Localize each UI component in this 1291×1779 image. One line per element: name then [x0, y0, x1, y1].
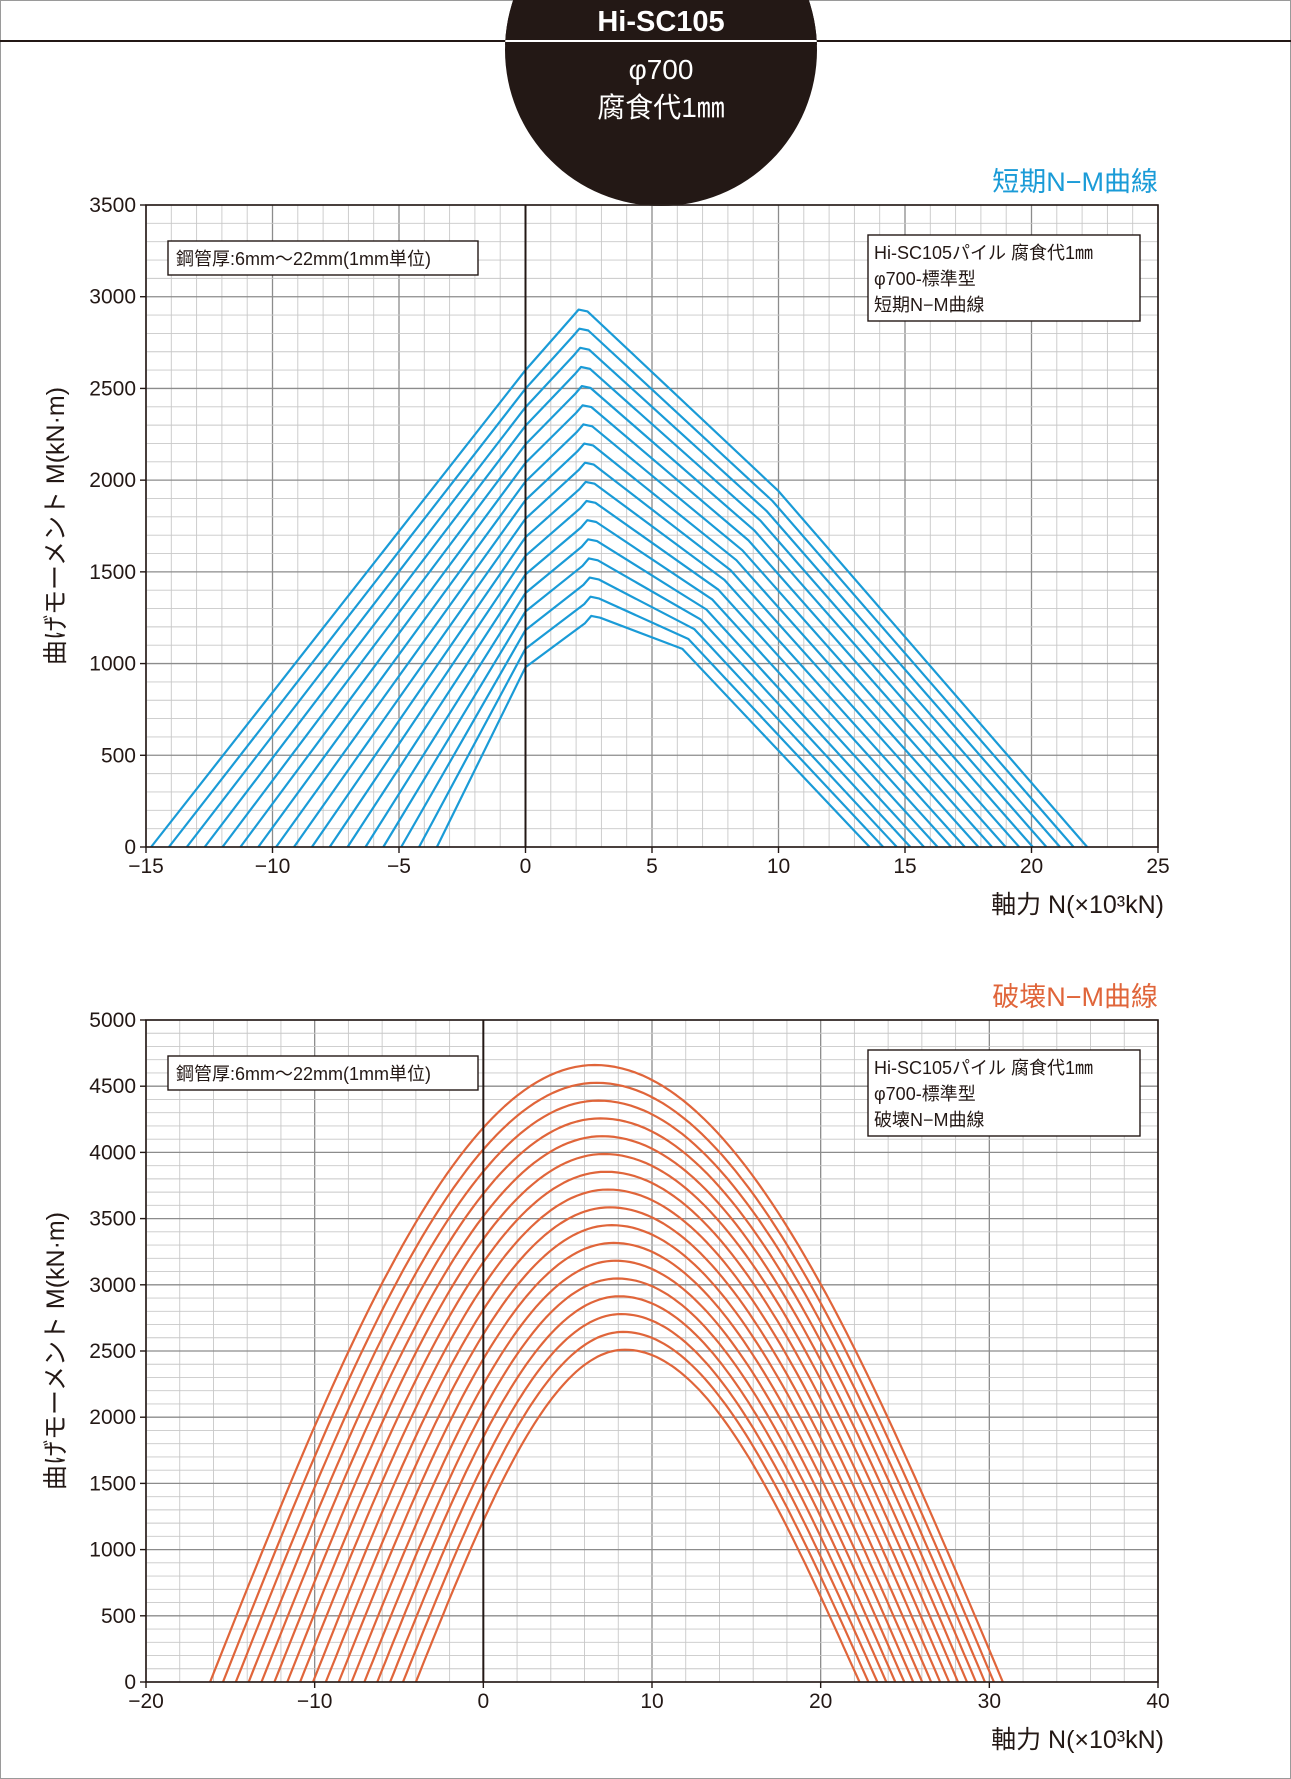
- x-tick-label: 20: [809, 1690, 832, 1713]
- nm-curve: [328, 499, 953, 848]
- x-tick-label: 15: [893, 855, 916, 878]
- thickness-note: 鋼管厚:6mm〜22mm(1mm単位): [167, 1055, 479, 1091]
- nm-curve: [337, 1241, 915, 1683]
- y-tick-label: 1000: [89, 1539, 136, 1562]
- y-tick-label: 2500: [89, 1340, 136, 1363]
- thickness-note: 鋼管厚:6mm〜22mm(1mm単位): [167, 240, 479, 276]
- legend-line: φ700-標準型: [874, 1084, 976, 1104]
- nm-curve: [203, 365, 1048, 848]
- curves: [150, 308, 1089, 848]
- nm-curve: [260, 1135, 969, 1683]
- x-tick-label: 40: [1146, 1690, 1169, 1713]
- nm-curve: [418, 595, 885, 848]
- y-tick-label: 0: [124, 1671, 136, 1694]
- legend-line: Hi-SC105パイル 腐食代1㎜: [874, 1058, 1093, 1078]
- product-name: Hi-SC105: [505, 0, 817, 45]
- y-tick-label: 4500: [89, 1075, 136, 1098]
- x-tick-label: 10: [767, 855, 790, 878]
- y-tick-label: 3500: [89, 194, 136, 217]
- chart-title: 短期N−M曲線: [992, 167, 1158, 197]
- x-tick-label: 5: [646, 855, 658, 878]
- x-tick-label: −10: [297, 1690, 333, 1713]
- x-axis-label: 軸力 N(×10³kN): [991, 1726, 1164, 1754]
- x-axis-label: 軸力 N(×10³kN): [991, 891, 1164, 919]
- y-tick-label: 1500: [89, 561, 136, 584]
- failure-nm-chart: 破壊N−M曲線 −20 −10 0 10 20 30 40 0 500 1000 1500 2000 25…: [42, 982, 1170, 1754]
- y-tick-label: 0: [124, 836, 136, 859]
- x-tick-label: 20: [1020, 855, 1043, 878]
- x-tick-label: −10: [255, 855, 291, 878]
- nm-curve: [350, 1259, 906, 1683]
- y-tick-label: 2000: [89, 1406, 136, 1429]
- x-tick-label: 25: [1146, 855, 1169, 878]
- legend-line: φ700-標準型: [874, 269, 976, 289]
- x-tick-label: −5: [387, 855, 411, 878]
- short-term-nm-chart: 短期N−M曲線 −15 −10 −5 0 5 10 15 20 25 0 500 1000 1500 200…: [42, 167, 1170, 919]
- curves: [209, 1063, 1004, 1683]
- legend-line: 短期N−M曲線: [874, 295, 985, 315]
- legend-line: Hi-SC105パイル 腐食代1㎜: [874, 243, 1093, 263]
- nm-curve: [363, 1277, 897, 1683]
- x-tick-label: 30: [978, 1690, 1001, 1713]
- y-tick-label: 3000: [89, 1274, 136, 1297]
- nm-curve: [247, 1117, 977, 1683]
- badge-divider: [505, 40, 817, 42]
- note-box: [167, 1055, 479, 1091]
- nm-curve: [400, 576, 898, 848]
- nm-curve: [376, 1295, 888, 1683]
- x-tick-label: 0: [520, 855, 532, 878]
- nm-curve: [209, 1063, 1004, 1683]
- y-tick-label: 1500: [89, 1472, 136, 1495]
- y-tick-label: 2500: [89, 377, 136, 400]
- y-axis-label: 曲げモーメント M(kN·m): [42, 1212, 70, 1490]
- nm-curve: [299, 1188, 942, 1683]
- nm-curve: [185, 346, 1061, 848]
- x-tick-label: 0: [477, 1690, 489, 1713]
- note-text: 鋼管厚:6mm〜22mm(1mm単位): [176, 1064, 431, 1084]
- x-tick-label: 10: [640, 1690, 663, 1713]
- nm-curve: [293, 461, 980, 848]
- nm-curve: [389, 1313, 879, 1683]
- nm-curve: [324, 1224, 924, 1683]
- y-tick-label: 3000: [89, 286, 136, 309]
- y-tick-label: 500: [101, 1605, 136, 1628]
- pile-diameter: φ700: [628, 54, 694, 85]
- y-tick-label: 3500: [89, 1208, 136, 1231]
- x-tick-label: −20: [128, 1690, 164, 1713]
- note-text: 鋼管厚:6mm〜22mm(1mm単位): [176, 249, 431, 269]
- nm-curve: [414, 1348, 861, 1683]
- corrosion-allowance: 腐食代1㎜: [597, 92, 725, 123]
- legend-line: 破壊N−M曲線: [874, 1110, 985, 1130]
- y-tick-label: 5000: [89, 1009, 136, 1032]
- y-tick-label: 4000: [89, 1141, 136, 1164]
- nm-curve: [273, 1152, 960, 1683]
- nm-curve: [234, 1099, 986, 1683]
- y-tick-label: 2000: [89, 469, 136, 492]
- chart-title: 破壊N−M曲線: [992, 982, 1158, 1012]
- y-axis-label: 曲げモーメント M(kN·m): [42, 387, 70, 665]
- x-tick-label: −15: [128, 855, 164, 878]
- nm-curve: [311, 1206, 933, 1683]
- nm-curve: [286, 1170, 951, 1683]
- nm-curve: [401, 1330, 870, 1683]
- y-tick-label: 1000: [89, 653, 136, 676]
- y-tick-label: 500: [101, 744, 136, 767]
- legend-box: [867, 1049, 1141, 1137]
- legend-box: [867, 234, 1141, 322]
- nm-curve: [221, 1081, 995, 1683]
- note-box: [167, 240, 479, 276]
